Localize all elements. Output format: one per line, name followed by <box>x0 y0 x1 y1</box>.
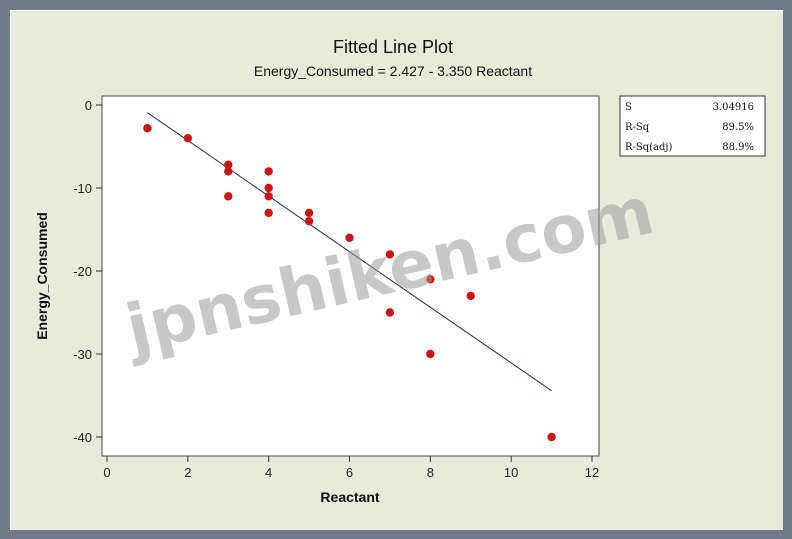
stat-label: R-Sq <box>625 122 650 133</box>
stat-value: 88.9% <box>722 142 754 153</box>
data-point <box>385 308 395 317</box>
data-point <box>264 167 273 176</box>
data-point <box>385 250 395 259</box>
stat-value: 89.5% <box>722 122 754 133</box>
plot-area <box>101 95 600 457</box>
data-point <box>547 432 556 442</box>
stat-label: R-Sq(adj) <box>625 142 673 153</box>
data-point <box>264 208 273 218</box>
x-axis-label: Reactant <box>320 489 379 505</box>
fit-line-layer <box>147 112 552 392</box>
data-point <box>426 349 435 359</box>
x-tick-label: 0 <box>103 465 110 480</box>
chart-subtitle: Energy_Consumed = 2.427 - 3.350 Reactant <box>254 63 532 79</box>
data-point <box>345 233 354 242</box>
y-tick-label: -10 <box>73 181 92 196</box>
stat-label: S <box>625 102 632 113</box>
data-point <box>224 167 233 176</box>
y-tick-label: -30 <box>73 347 92 362</box>
data-point <box>183 134 193 143</box>
stats-box-frame <box>619 95 766 157</box>
data-point <box>466 291 475 301</box>
x-tick-label: 8 <box>427 465 434 480</box>
y-axis-label: Energy_Consumed <box>34 212 50 340</box>
x-tick-label: 2 <box>184 465 191 480</box>
data-point <box>264 183 273 193</box>
data-point <box>224 192 233 201</box>
stat-value: 3.04916 <box>713 102 754 113</box>
stats-box: S 3.04916 R-Sq 89.5% R-Sq(adj) 88.9% <box>619 95 766 157</box>
fit-line <box>147 112 552 392</box>
x-tick-label: 4 <box>265 465 272 480</box>
data-points <box>143 124 556 442</box>
data-point <box>304 208 314 218</box>
data-point <box>264 192 273 201</box>
chart-title: Fitted Line Plot <box>333 37 453 57</box>
y-tick-label: 0 <box>85 98 92 113</box>
data-point <box>304 217 314 226</box>
x-tick-label: 10 <box>504 465 518 480</box>
x-tick-label: 6 <box>346 465 353 480</box>
y-tick-label: -20 <box>73 264 92 279</box>
y-tick-label: -40 <box>73 430 92 445</box>
x-tick-label: 12 <box>585 465 599 480</box>
axis-ticks: 0 2 4 6 8 10 12 0 -10 -20 -30 -40 <box>73 98 599 480</box>
data-point <box>426 275 435 284</box>
data-point <box>143 124 152 133</box>
data-point <box>224 160 233 169</box>
